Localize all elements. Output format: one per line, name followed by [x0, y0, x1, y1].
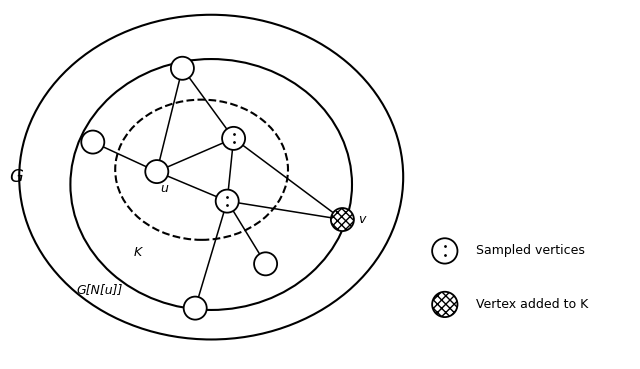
Ellipse shape — [81, 131, 104, 154]
Ellipse shape — [216, 190, 239, 213]
Ellipse shape — [145, 160, 168, 183]
Text: Vertex added to K: Vertex added to K — [476, 298, 588, 311]
Ellipse shape — [331, 208, 354, 231]
Text: K: K — [134, 246, 141, 259]
Text: Sampled vertices: Sampled vertices — [476, 244, 584, 258]
Text: G: G — [9, 168, 23, 186]
Ellipse shape — [184, 297, 207, 320]
Ellipse shape — [254, 252, 277, 275]
Ellipse shape — [222, 127, 245, 150]
Text: G[N[u]]: G[N[u]] — [76, 283, 122, 296]
Text: u: u — [160, 182, 168, 195]
Text: v: v — [358, 213, 366, 226]
Ellipse shape — [432, 292, 458, 317]
Ellipse shape — [432, 238, 458, 263]
Ellipse shape — [171, 57, 194, 80]
